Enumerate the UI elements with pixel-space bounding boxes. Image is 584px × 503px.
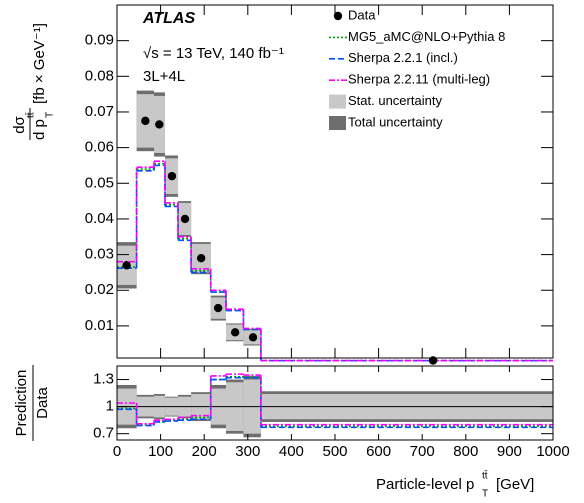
data-point [230, 328, 240, 337]
y-tick-label: 0.09 [85, 32, 114, 49]
legend-marker [333, 11, 343, 21]
x-tick-label: 500 [322, 443, 347, 460]
legend-label: Total uncertainty [348, 114, 443, 129]
ratio-label-denominator: Data [34, 387, 51, 419]
y-tick-label: 1.3 [93, 371, 114, 388]
x-tick-label: 300 [235, 443, 260, 460]
legend-label: MG5_aMC@NLO+Pythia 8 [348, 29, 505, 44]
legend-swatch [329, 116, 346, 130]
legend-label: Stat. uncertainty [348, 93, 442, 108]
y-label-denominator: d p [31, 119, 48, 140]
legend-label: Sherpa 2.2.11 (multi-leg) [348, 72, 490, 87]
x-tick-label: 400 [279, 443, 304, 460]
y-label-sup: tt̄ [24, 112, 36, 118]
data-point [213, 303, 223, 313]
y-label-sub: T [45, 112, 56, 118]
y-label-unit: [fb × GeV⁻¹] [31, 23, 48, 104]
x-tick-label: 600 [366, 443, 391, 460]
step-connector [135, 374, 262, 425]
x-tick-label: 800 [453, 443, 478, 460]
energy-label: √s = 13 TeV, 140 fb⁻¹ [143, 45, 284, 62]
x-label: Particle-level p [376, 476, 474, 493]
experiment-label: ATLAS [142, 10, 195, 27]
y-label: dσ d p T tt̄ [fb × GeV⁻¹] Prediction Dat… [11, 23, 56, 441]
y-tick-label: 0.06 [85, 139, 114, 156]
y-tick-label: 0.7 [93, 425, 114, 442]
y-tick-label: 0.05 [85, 174, 114, 191]
x-label-sub: T [482, 489, 488, 500]
x-tick-label: 900 [497, 443, 522, 460]
data-point [167, 171, 177, 181]
legend-swatch [329, 94, 346, 109]
data-point [155, 120, 164, 129]
x-tick-label: 700 [410, 443, 435, 460]
y-tick-label: 0.08 [85, 67, 114, 84]
y-tick-label: 0.07 [85, 103, 114, 120]
x-label-sup: tt̄ [482, 469, 488, 481]
y-label-numerator: dσ [11, 115, 28, 133]
ratio-label-numerator: Prediction [13, 370, 30, 437]
y-tick-label: 1 [106, 398, 114, 415]
x-tick-label: 1000 [536, 443, 569, 460]
data-point [248, 333, 258, 342]
x-label-unit: [GeV] [496, 476, 534, 493]
step-connector [135, 161, 262, 361]
data-point [122, 261, 131, 270]
region-label: 3L+4L [143, 68, 185, 85]
x-tick-label: 100 [148, 443, 173, 460]
data-point [180, 214, 190, 224]
legend-label: Sherpa 2.2.1 (incl.) [348, 50, 458, 65]
y-tick-label: 0.03 [85, 246, 114, 263]
legend-label: Data [348, 7, 376, 22]
data-point [141, 116, 150, 126]
x-tick-label: 0 [113, 443, 121, 460]
y-tick-label: 0.04 [85, 210, 114, 227]
data-point [196, 253, 206, 263]
y-tick-label: 0.01 [85, 317, 114, 334]
x-tick-label: 200 [192, 443, 217, 460]
y-tick-label: 0.02 [85, 281, 114, 298]
